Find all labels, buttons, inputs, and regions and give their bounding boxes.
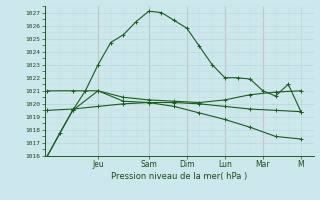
- X-axis label: Pression niveau de la mer( hPa ): Pression niveau de la mer( hPa ): [111, 172, 247, 181]
